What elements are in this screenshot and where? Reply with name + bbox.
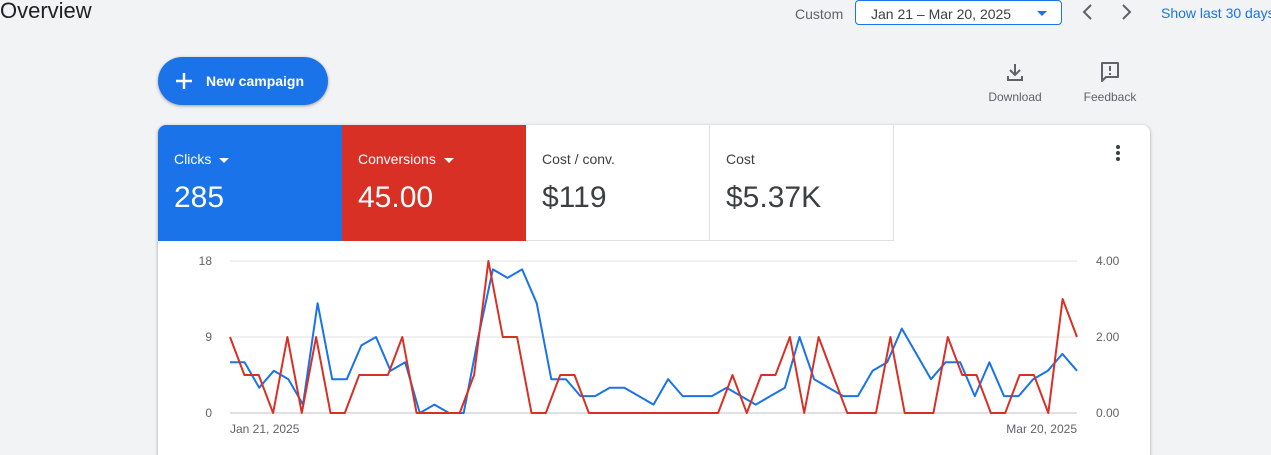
download-icon <box>1007 64 1023 81</box>
metric-label-cost-per-conv: Cost / conv. <box>542 151 615 167</box>
metric-value-conversions: 45.00 <box>358 181 434 214</box>
metric-tile-cost-per-conv[interactable]: Cost / conv. $119 <box>526 125 710 241</box>
show-last-30-days-link[interactable]: Show last 30 days <box>1161 5 1271 21</box>
feedback-icon <box>1101 62 1119 82</box>
x-tick-label: Mar 20, 2025 <box>1006 422 1077 436</box>
new-campaign-button[interactable]: New campaign <box>158 57 328 105</box>
metric-tile-cost[interactable]: Cost $5.37K <box>710 125 894 241</box>
chevron-left-icon <box>1082 4 1092 20</box>
download-label: Download <box>988 90 1042 104</box>
performance-card: Clicks 285 Conversions 45.00 Cost / conv… <box>158 125 1150 455</box>
performance-chart: 0 9 18 0.00 2.00 4.00 Jan 21, 2025 Mar 20, 2025 <box>199 254 1120 436</box>
previous-period-button[interactable] <box>1077 0 1099 24</box>
metric-label-clicks: Clicks <box>174 151 230 167</box>
metric-label-text: Clicks <box>174 151 212 167</box>
x-tick-label: Jan 21, 2025 <box>230 422 300 436</box>
date-range-label: Custom <box>795 6 844 22</box>
dropdown-caret-icon <box>443 157 454 163</box>
more-vert-icon <box>1116 145 1120 161</box>
metric-value-clicks: 285 <box>174 181 225 214</box>
more-options-button[interactable] <box>1108 141 1128 165</box>
series-line-conversions <box>229 260 1078 414</box>
metric-value-cost: $5.37K <box>726 181 822 214</box>
new-campaign-label: New campaign <box>206 73 305 89</box>
y-left-tick-label: 18 <box>199 254 213 268</box>
feedback-button[interactable]: Feedback <box>1075 60 1145 104</box>
dropdown-caret-icon <box>219 157 230 163</box>
series-line-clicks <box>230 268 1078 414</box>
page-title: Overview <box>0 0 92 23</box>
y-left-tick-label: 0 <box>205 406 212 420</box>
date-range-select[interactable]: Jan 21 – Mar 20, 2025 <box>855 0 1062 25</box>
y-right-tick-label: 2.00 <box>1096 330 1120 344</box>
metric-tile-conversions[interactable]: Conversions 45.00 <box>342 125 526 241</box>
date-range-value: Jan 21 – Mar 20, 2025 <box>871 6 1012 22</box>
metric-label-cost: Cost <box>726 151 755 167</box>
y-right-tick-label: 0.00 <box>1096 406 1120 420</box>
plus-icon <box>176 73 192 89</box>
y-right-tick-label: 4.00 <box>1096 254 1120 268</box>
metric-tile-clicks[interactable]: Clicks 285 <box>158 125 342 241</box>
dropdown-caret-icon <box>1037 11 1047 16</box>
chevron-right-icon <box>1122 4 1132 20</box>
metric-label-text: Conversions <box>358 151 436 167</box>
metric-value-cost-per-conv: $119 <box>542 181 607 214</box>
download-button[interactable]: Download <box>980 60 1050 104</box>
next-period-button[interactable] <box>1115 0 1137 24</box>
feedback-label: Feedback <box>1083 90 1137 104</box>
metric-label-conversions: Conversions <box>358 151 454 167</box>
y-left-tick-label: 9 <box>205 330 212 344</box>
